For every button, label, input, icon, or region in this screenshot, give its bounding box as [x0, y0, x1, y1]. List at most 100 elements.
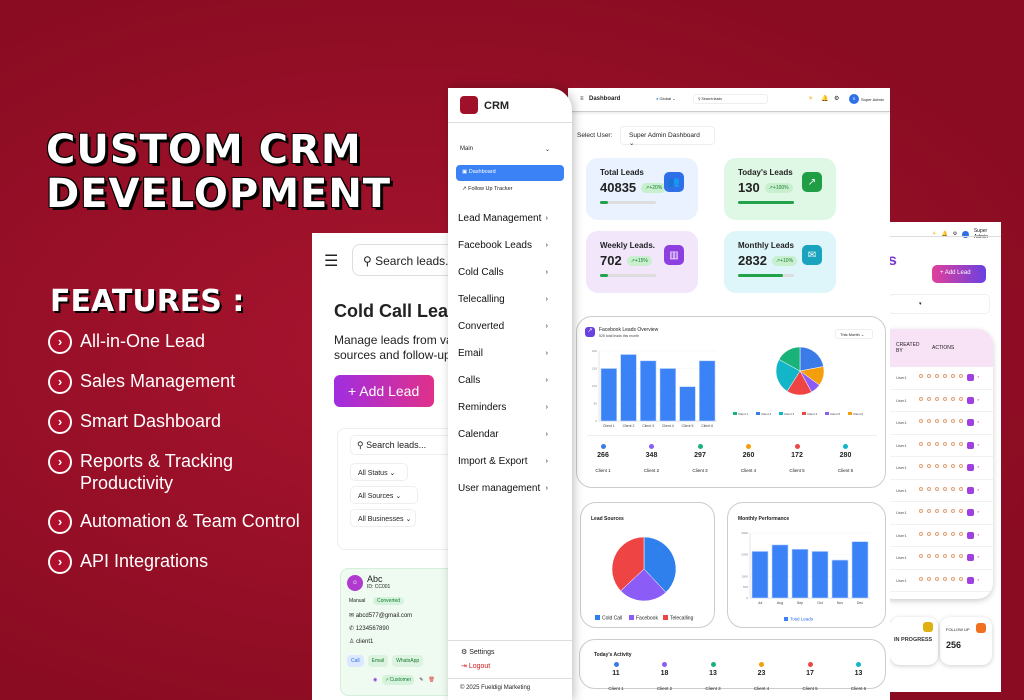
add-lead-button[interactable]: + Add Lead [932, 265, 986, 283]
add-lead-button[interactable]: + Add Lead [334, 375, 434, 407]
action-icon[interactable] [950, 576, 955, 581]
action-icon[interactable] [950, 509, 955, 514]
action-icon[interactable] [942, 554, 947, 559]
select-user-dropdown[interactable]: Super Admin Dashboard ⌄ [620, 126, 715, 147]
action-icon[interactable] [918, 576, 923, 581]
settings-link[interactable]: ⚙ Settings [461, 649, 495, 656]
whatsapp-button[interactable]: WhatsApp [392, 655, 424, 667]
action-icon[interactable] [958, 396, 963, 401]
sun-icon[interactable]: ☀ [808, 96, 814, 102]
whatsapp-icon[interactable] [966, 486, 974, 494]
action-icon[interactable] [950, 441, 955, 446]
action-icon[interactable] [958, 531, 963, 536]
action-icon[interactable] [958, 419, 963, 424]
logout-link[interactable]: ⇥ Logout [461, 663, 491, 670]
email-button[interactable]: Email [367, 655, 389, 667]
call-button[interactable]: Call [347, 655, 364, 667]
sidebar-item-telecalling[interactable]: Telecalling › [448, 286, 560, 313]
table-row[interactable]: User1▪ [890, 367, 993, 390]
table-row[interactable]: User1▪ [890, 525, 993, 547]
action-icon[interactable] [958, 441, 963, 446]
action-icon[interactable] [918, 554, 923, 559]
delete-icon[interactable]: ▪ [977, 531, 980, 537]
action-icon[interactable] [942, 531, 947, 536]
action-icon[interactable] [926, 531, 931, 536]
delete-icon[interactable]: 🗑 [428, 677, 435, 683]
action-icon[interactable] [926, 396, 931, 401]
action-icon[interactable] [958, 464, 963, 469]
action-icon[interactable] [926, 576, 931, 581]
action-icon[interactable] [950, 464, 955, 469]
delete-icon[interactable]: ▪ [977, 486, 980, 492]
edit-icon[interactable]: ✎ [419, 677, 424, 683]
whatsapp-icon[interactable] [966, 576, 974, 584]
action-icon[interactable] [918, 464, 923, 469]
table-row[interactable]: User1▪ [890, 435, 993, 457]
bell-icon[interactable]: 🔔 [941, 231, 948, 237]
action-icon[interactable] [918, 531, 923, 536]
action-icon[interactable] [934, 531, 939, 536]
table-row[interactable]: User1▪ [890, 592, 993, 599]
action-icon[interactable] [934, 486, 939, 491]
gear-icon[interactable]: ⚙ [952, 231, 958, 237]
delete-icon[interactable]: ▪ [977, 464, 980, 470]
whatsapp-icon[interactable] [966, 464, 974, 472]
action-icon[interactable] [958, 554, 963, 559]
delete-icon[interactable]: ▪ [977, 576, 980, 582]
action-icon[interactable] [958, 576, 963, 581]
action-icon[interactable] [926, 419, 931, 424]
sidebar-item-email[interactable]: Email › [448, 340, 560, 367]
businesses-filter[interactable]: All Businesses ⌄ [350, 509, 416, 527]
customer-badge[interactable]: ✓Customer [382, 675, 415, 685]
action-icon[interactable] [926, 509, 931, 514]
whatsapp-icon[interactable] [966, 441, 974, 449]
action-icon[interactable] [958, 486, 963, 491]
whatsapp-icon[interactable] [966, 419, 974, 427]
scope-select[interactable]: ● Global ⌄ [656, 96, 676, 101]
delete-icon[interactable]: ▪ [977, 441, 980, 447]
action-icon[interactable] [942, 396, 947, 401]
action-icon[interactable] [934, 576, 939, 581]
sources-filter[interactable]: All Sources ⌄ [350, 486, 418, 504]
action-icon[interactable] [918, 396, 923, 401]
whatsapp-icon[interactable] [966, 374, 974, 382]
action-icon[interactable] [934, 464, 939, 469]
action-icon[interactable] [950, 419, 955, 424]
action-icon[interactable] [942, 441, 947, 446]
menu-icon[interactable]: ≡ [580, 96, 584, 102]
action-icon[interactable] [926, 554, 931, 559]
action-icon[interactable] [950, 374, 955, 379]
table-row[interactable]: User1▪ [890, 547, 993, 570]
sidebar-item-follow-up[interactable]: ↗ Follow Up Tracker [462, 186, 512, 192]
action-icon[interactable] [950, 531, 955, 536]
action-icon[interactable] [958, 509, 963, 514]
sidebar-item-facebook-leads[interactable]: Facebook Leads › [448, 232, 560, 259]
gear-icon[interactable]: ⚙ [834, 96, 840, 102]
action-icon[interactable] [934, 441, 939, 446]
action-icon[interactable] [942, 374, 947, 379]
sidebar-item-cold-calls[interactable]: Cold Calls › [448, 259, 560, 286]
view-icon[interactable]: ◉ [373, 677, 378, 683]
sidebar-item-user-management[interactable]: User management › [448, 475, 560, 502]
action-icon[interactable] [918, 419, 923, 424]
filter-search-input[interactable]: ⚲ Search leads... [350, 435, 452, 455]
action-icon[interactable] [918, 486, 923, 491]
avatar[interactable]: S [849, 94, 859, 104]
sidebar-item-converted[interactable]: Converted › [448, 313, 560, 340]
delete-icon[interactable]: ▪ [977, 419, 980, 425]
bell-icon[interactable]: 🔔 [821, 96, 829, 102]
lead-status-badge[interactable]: Converted [373, 597, 405, 605]
action-icon[interactable] [918, 441, 923, 446]
table-row[interactable]: User1▪ [890, 480, 993, 502]
sun-icon[interactable]: ☀ [932, 231, 937, 237]
action-icon[interactable] [918, 509, 923, 514]
lead-card[interactable]: ☺ Abc ID: CC001 Manual Converted ✉ abcd5… [340, 568, 452, 696]
whatsapp-icon[interactable] [966, 396, 974, 404]
menu-icon[interactable]: ☰ [324, 253, 339, 270]
action-icon[interactable] [934, 396, 939, 401]
delete-icon[interactable]: ▪ [977, 396, 980, 402]
action-icon[interactable] [942, 464, 947, 469]
action-icon[interactable] [926, 441, 931, 446]
sidebar-item-reminders[interactable]: Reminders › [448, 394, 560, 421]
table-row[interactable]: User1▪ [890, 390, 993, 412]
